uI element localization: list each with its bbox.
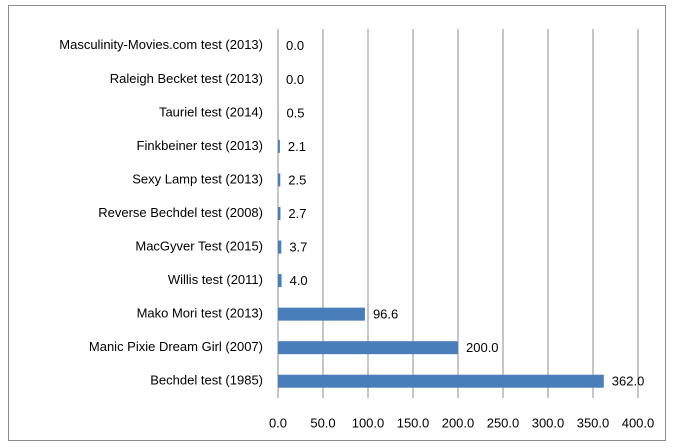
value-label: 0.0 bbox=[286, 38, 304, 53]
bar bbox=[278, 240, 282, 254]
y-tick-label: Manic Pixie Dream Girl (2007) bbox=[89, 339, 263, 354]
y-tick-label: Bechdel test (1985) bbox=[150, 373, 263, 388]
y-tick-label: Finkbeiner test (2013) bbox=[137, 138, 263, 153]
value-label: 3.7 bbox=[289, 239, 307, 254]
bar bbox=[278, 173, 281, 187]
bar bbox=[278, 139, 280, 153]
y-tick-label: Willis test (2011) bbox=[168, 272, 263, 287]
value-label: 2.7 bbox=[288, 206, 306, 221]
value-label: 0.0 bbox=[286, 72, 304, 87]
y-tick-label: Raleigh Becket test (2013) bbox=[110, 71, 263, 86]
x-tick-label: 400.0 bbox=[622, 415, 655, 430]
x-tick-label: 250.0 bbox=[487, 415, 520, 430]
y-tick-label: Mako Mori test (2013) bbox=[137, 306, 263, 321]
y-tick-label: Masculinity-Movies.com test (2013) bbox=[59, 37, 263, 52]
x-tick-label: 150.0 bbox=[397, 415, 430, 430]
x-tick-label: 200.0 bbox=[442, 415, 475, 430]
x-tick-label: 350.0 bbox=[577, 415, 610, 430]
value-label: 96.6 bbox=[373, 307, 398, 322]
x-tick-label: 100.0 bbox=[352, 415, 385, 430]
bar bbox=[278, 274, 282, 288]
bar bbox=[278, 374, 604, 388]
value-label: 362.0 bbox=[612, 374, 645, 389]
y-tick-label: Tauriel test (2014) bbox=[159, 104, 263, 119]
bar bbox=[278, 307, 365, 321]
value-label: 0.5 bbox=[286, 105, 304, 120]
value-label: 2.1 bbox=[288, 139, 306, 154]
value-label: 4.0 bbox=[290, 273, 308, 288]
x-tick-label: 0.0 bbox=[269, 415, 287, 430]
bar bbox=[278, 207, 281, 220]
chart-border bbox=[8, 5, 666, 441]
bar bbox=[278, 341, 458, 355]
y-tick-label: Sexy Lamp test (2013) bbox=[132, 171, 263, 186]
value-label: 2.5 bbox=[288, 172, 306, 187]
x-tick-label: 300.0 bbox=[532, 415, 565, 430]
value-label: 200.0 bbox=[466, 340, 499, 355]
y-tick-label: MacGyver Test (2015) bbox=[135, 238, 263, 253]
y-tick-label: Reverse Bechdel test (2008) bbox=[98, 205, 263, 220]
x-tick-label: 50.0 bbox=[310, 415, 335, 430]
